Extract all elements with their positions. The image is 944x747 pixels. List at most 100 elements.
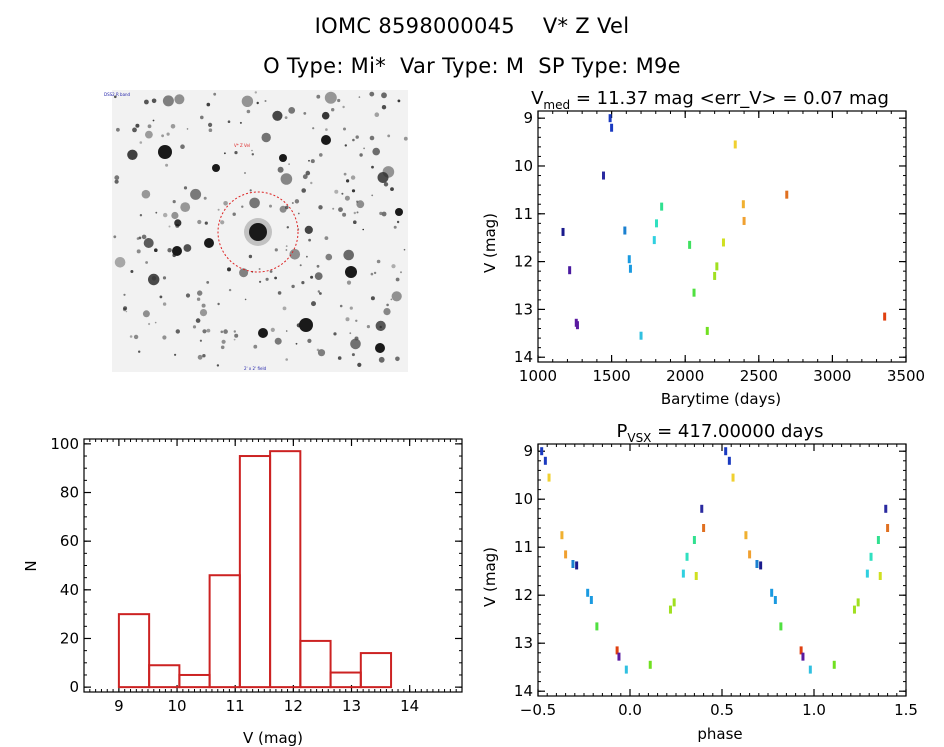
lightcurve-point: [654, 219, 658, 228]
lightcurve-title: Vmed = 11.37 mag <err_V> = 0.07 mag: [531, 88, 889, 112]
finder-bright-star: [204, 238, 214, 248]
finder-star: [239, 268, 249, 278]
finder-star: [284, 116, 288, 119]
finder-star: [369, 135, 375, 141]
finder-star: [197, 290, 203, 296]
finder-star: [333, 332, 337, 336]
finder-star: [224, 152, 226, 155]
finder-star: [342, 105, 345, 109]
finder-star: [220, 345, 225, 350]
finder-star: [125, 310, 128, 313]
finder-bright-star: [279, 154, 287, 162]
lightcurve-y-tick-label: 9: [523, 109, 533, 127]
phased-point: [884, 504, 888, 513]
finder-star: [162, 95, 174, 107]
phased-ylabel: V (mag): [481, 547, 499, 607]
finder-star: [217, 302, 220, 306]
finder-star: [277, 291, 282, 295]
finder-star: [139, 214, 143, 217]
phased-point: [770, 588, 774, 597]
phased-point: [547, 473, 551, 482]
finder-star: [172, 200, 176, 204]
finder-star: [141, 234, 147, 240]
finder-star: [168, 225, 171, 228]
lightcurve-point: [602, 171, 606, 180]
finder-star: [138, 350, 141, 353]
lightcurve-point: [652, 236, 656, 245]
finder-star: [304, 225, 313, 234]
finder-star: [345, 317, 350, 322]
finder-star: [202, 329, 207, 334]
finder-star: [152, 119, 155, 122]
histogram-y-tick-label: 80: [60, 484, 79, 502]
finder-star: [359, 153, 363, 157]
finder-bright-star: [321, 135, 331, 145]
phased-point: [624, 665, 628, 674]
finder-star: [372, 147, 381, 156]
finder-star: [175, 223, 180, 228]
finder-star: [285, 205, 289, 210]
finder-star: [246, 109, 251, 114]
target-star-halo: [244, 218, 272, 246]
finder-star: [279, 205, 287, 213]
finder-star: [241, 205, 244, 208]
finder-star: [371, 165, 374, 169]
finder-star: [223, 201, 228, 206]
phased-x-tick-label: 0.5: [710, 701, 734, 719]
finder-star: [324, 91, 337, 104]
finder-bright-star: [395, 208, 403, 216]
finder-star: [162, 276, 167, 280]
histogram-bar: [359, 652, 393, 689]
phased-point: [564, 550, 568, 559]
histogram-x-tick-label: 10: [167, 697, 186, 715]
finder-star: [114, 95, 117, 99]
lightcurve-xlabel: Barytime (days): [661, 390, 781, 408]
finder-star: [353, 211, 356, 215]
finder-star: [289, 249, 301, 260]
finder-star: [356, 211, 359, 214]
finder-star: [396, 220, 400, 224]
finder-star: [186, 128, 189, 130]
finder-star: [154, 248, 158, 252]
finder-star: [116, 127, 120, 132]
finder-star: [220, 330, 224, 334]
histogram-y-tick-label: 40: [60, 581, 79, 599]
finder-star: [135, 123, 140, 128]
finder-star: [324, 236, 329, 241]
lightcurve-point: [713, 271, 717, 280]
finder-star: [204, 221, 208, 225]
lightcurve-point: [628, 264, 632, 273]
finder-star: [343, 127, 346, 131]
finder-star: [299, 264, 302, 267]
histogram-bar: [208, 574, 241, 689]
histogram-bar: [269, 450, 302, 689]
lightcurve-title-rest: = 11.37 mag <err_V> = 0.07 mag: [570, 88, 889, 109]
finder-star: [338, 207, 343, 213]
phased-point: [560, 531, 564, 540]
finder-star: [344, 144, 347, 147]
finder-star: [280, 173, 293, 185]
finder-star: [171, 211, 179, 220]
phased-point: [727, 456, 731, 465]
phased-point: [672, 598, 676, 607]
phased-x-tick-label: 1.5: [894, 701, 918, 719]
lightcurve-point: [608, 114, 612, 123]
finder-star: [136, 237, 140, 240]
phased-point: [571, 560, 575, 568]
phased-frame: [537, 443, 907, 697]
finder-star: [114, 257, 126, 268]
lightcurve-point: [721, 238, 725, 247]
finder-star: [244, 172, 246, 174]
finder-star: [397, 99, 401, 103]
finder-star: [232, 212, 236, 216]
finder-star: [206, 102, 211, 107]
finder-star: [195, 318, 201, 323]
finder-star: [351, 353, 355, 357]
phased-point: [865, 569, 869, 578]
finder-star: [165, 163, 169, 167]
histogram-bar: [117, 613, 151, 689]
histogram-bar: [329, 671, 362, 689]
lightcurve-point: [741, 200, 745, 209]
figure-subtitle: O Type: Mi* Var Type: M SP Type: M9e: [263, 54, 681, 78]
finder-star: [331, 108, 335, 112]
